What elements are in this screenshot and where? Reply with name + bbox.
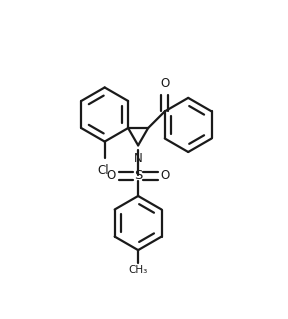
Text: O: O xyxy=(160,169,170,182)
Text: CH₃: CH₃ xyxy=(128,265,148,275)
Text: S: S xyxy=(134,169,142,182)
Text: Cl: Cl xyxy=(98,164,109,177)
Text: O: O xyxy=(107,169,116,182)
Text: N: N xyxy=(134,152,143,165)
Text: O: O xyxy=(160,77,169,90)
